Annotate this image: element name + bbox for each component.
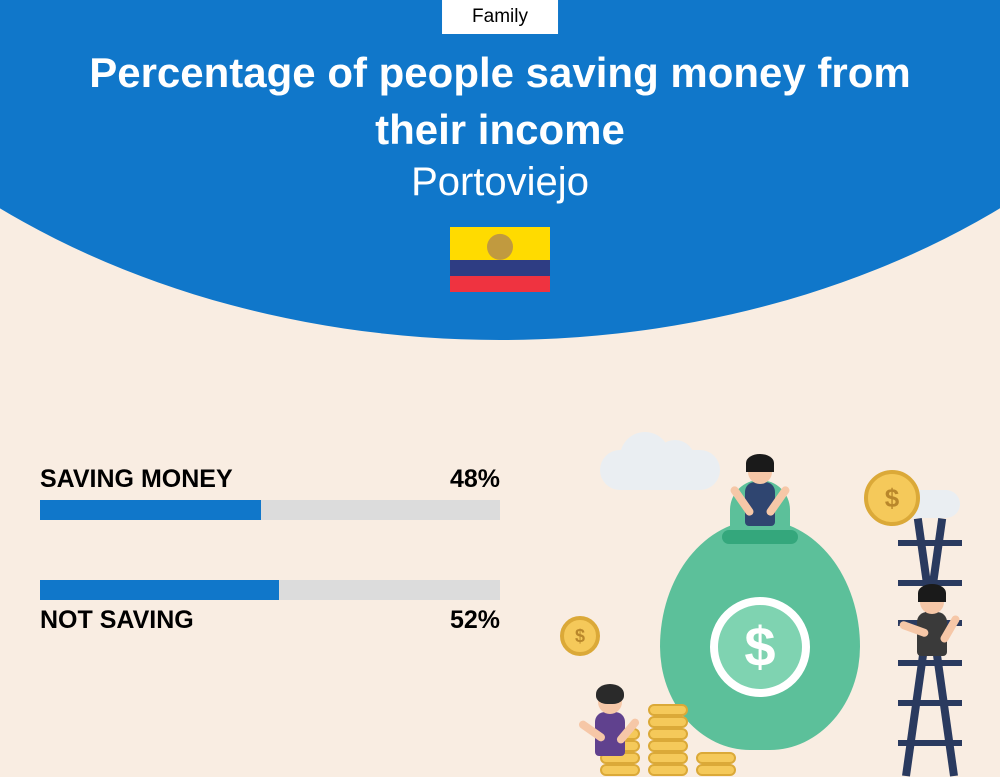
coin-stack: [648, 704, 688, 716]
coin-stack: [648, 764, 688, 776]
category-tag: Family: [442, 0, 558, 34]
person-icon: [590, 690, 630, 756]
flag-stripe-yellow: [450, 227, 550, 260]
page-subtitle: Portoviejo: [0, 160, 1000, 205]
bar-not-saving: NOT SAVING 52%: [40, 580, 500, 635]
person-icon: [912, 590, 952, 656]
coin-stack: [648, 752, 688, 764]
ladder-rung: [898, 700, 962, 706]
coin-stack: [648, 716, 688, 728]
bar-fill: [40, 580, 279, 600]
coin-stack: [600, 764, 640, 776]
ladder-rung: [898, 660, 962, 666]
ladder-rung: [898, 540, 962, 546]
bar-chart: SAVING MONEY 48% NOT SAVING 52%: [40, 465, 500, 695]
bar-label: NOT SAVING: [40, 606, 194, 635]
bar-label-row: SAVING MONEY 48%: [40, 465, 500, 494]
bar-value: 52%: [450, 606, 500, 635]
bar-label-row: NOT SAVING 52%: [40, 606, 500, 635]
money-bag: $: [660, 520, 860, 750]
coin-stack: [696, 764, 736, 776]
ecuador-flag: [450, 227, 550, 292]
bar-track: [40, 580, 500, 600]
coin-icon: $: [864, 470, 920, 526]
coin-icon: $: [560, 616, 600, 656]
person-icon: [740, 460, 780, 526]
bar-track: [40, 500, 500, 520]
bar-saving-money: SAVING MONEY 48%: [40, 465, 500, 520]
page-title: Percentage of people saving money from t…: [0, 45, 1000, 158]
dollar-badge: $: [710, 597, 810, 697]
coin-stack: [648, 728, 688, 740]
bar-value: 48%: [450, 465, 500, 494]
coin-stack: [696, 752, 736, 764]
flag-stripe-blue: [450, 260, 550, 276]
coin-stack: [648, 740, 688, 752]
flag-emblem: [487, 234, 513, 260]
savings-illustration: $ $ $: [560, 430, 980, 776]
bar-fill: [40, 500, 261, 520]
ladder-rung: [898, 740, 962, 746]
cloud-icon: [600, 450, 720, 490]
flag-stripe-red: [450, 276, 550, 292]
bar-label: SAVING MONEY: [40, 465, 233, 494]
